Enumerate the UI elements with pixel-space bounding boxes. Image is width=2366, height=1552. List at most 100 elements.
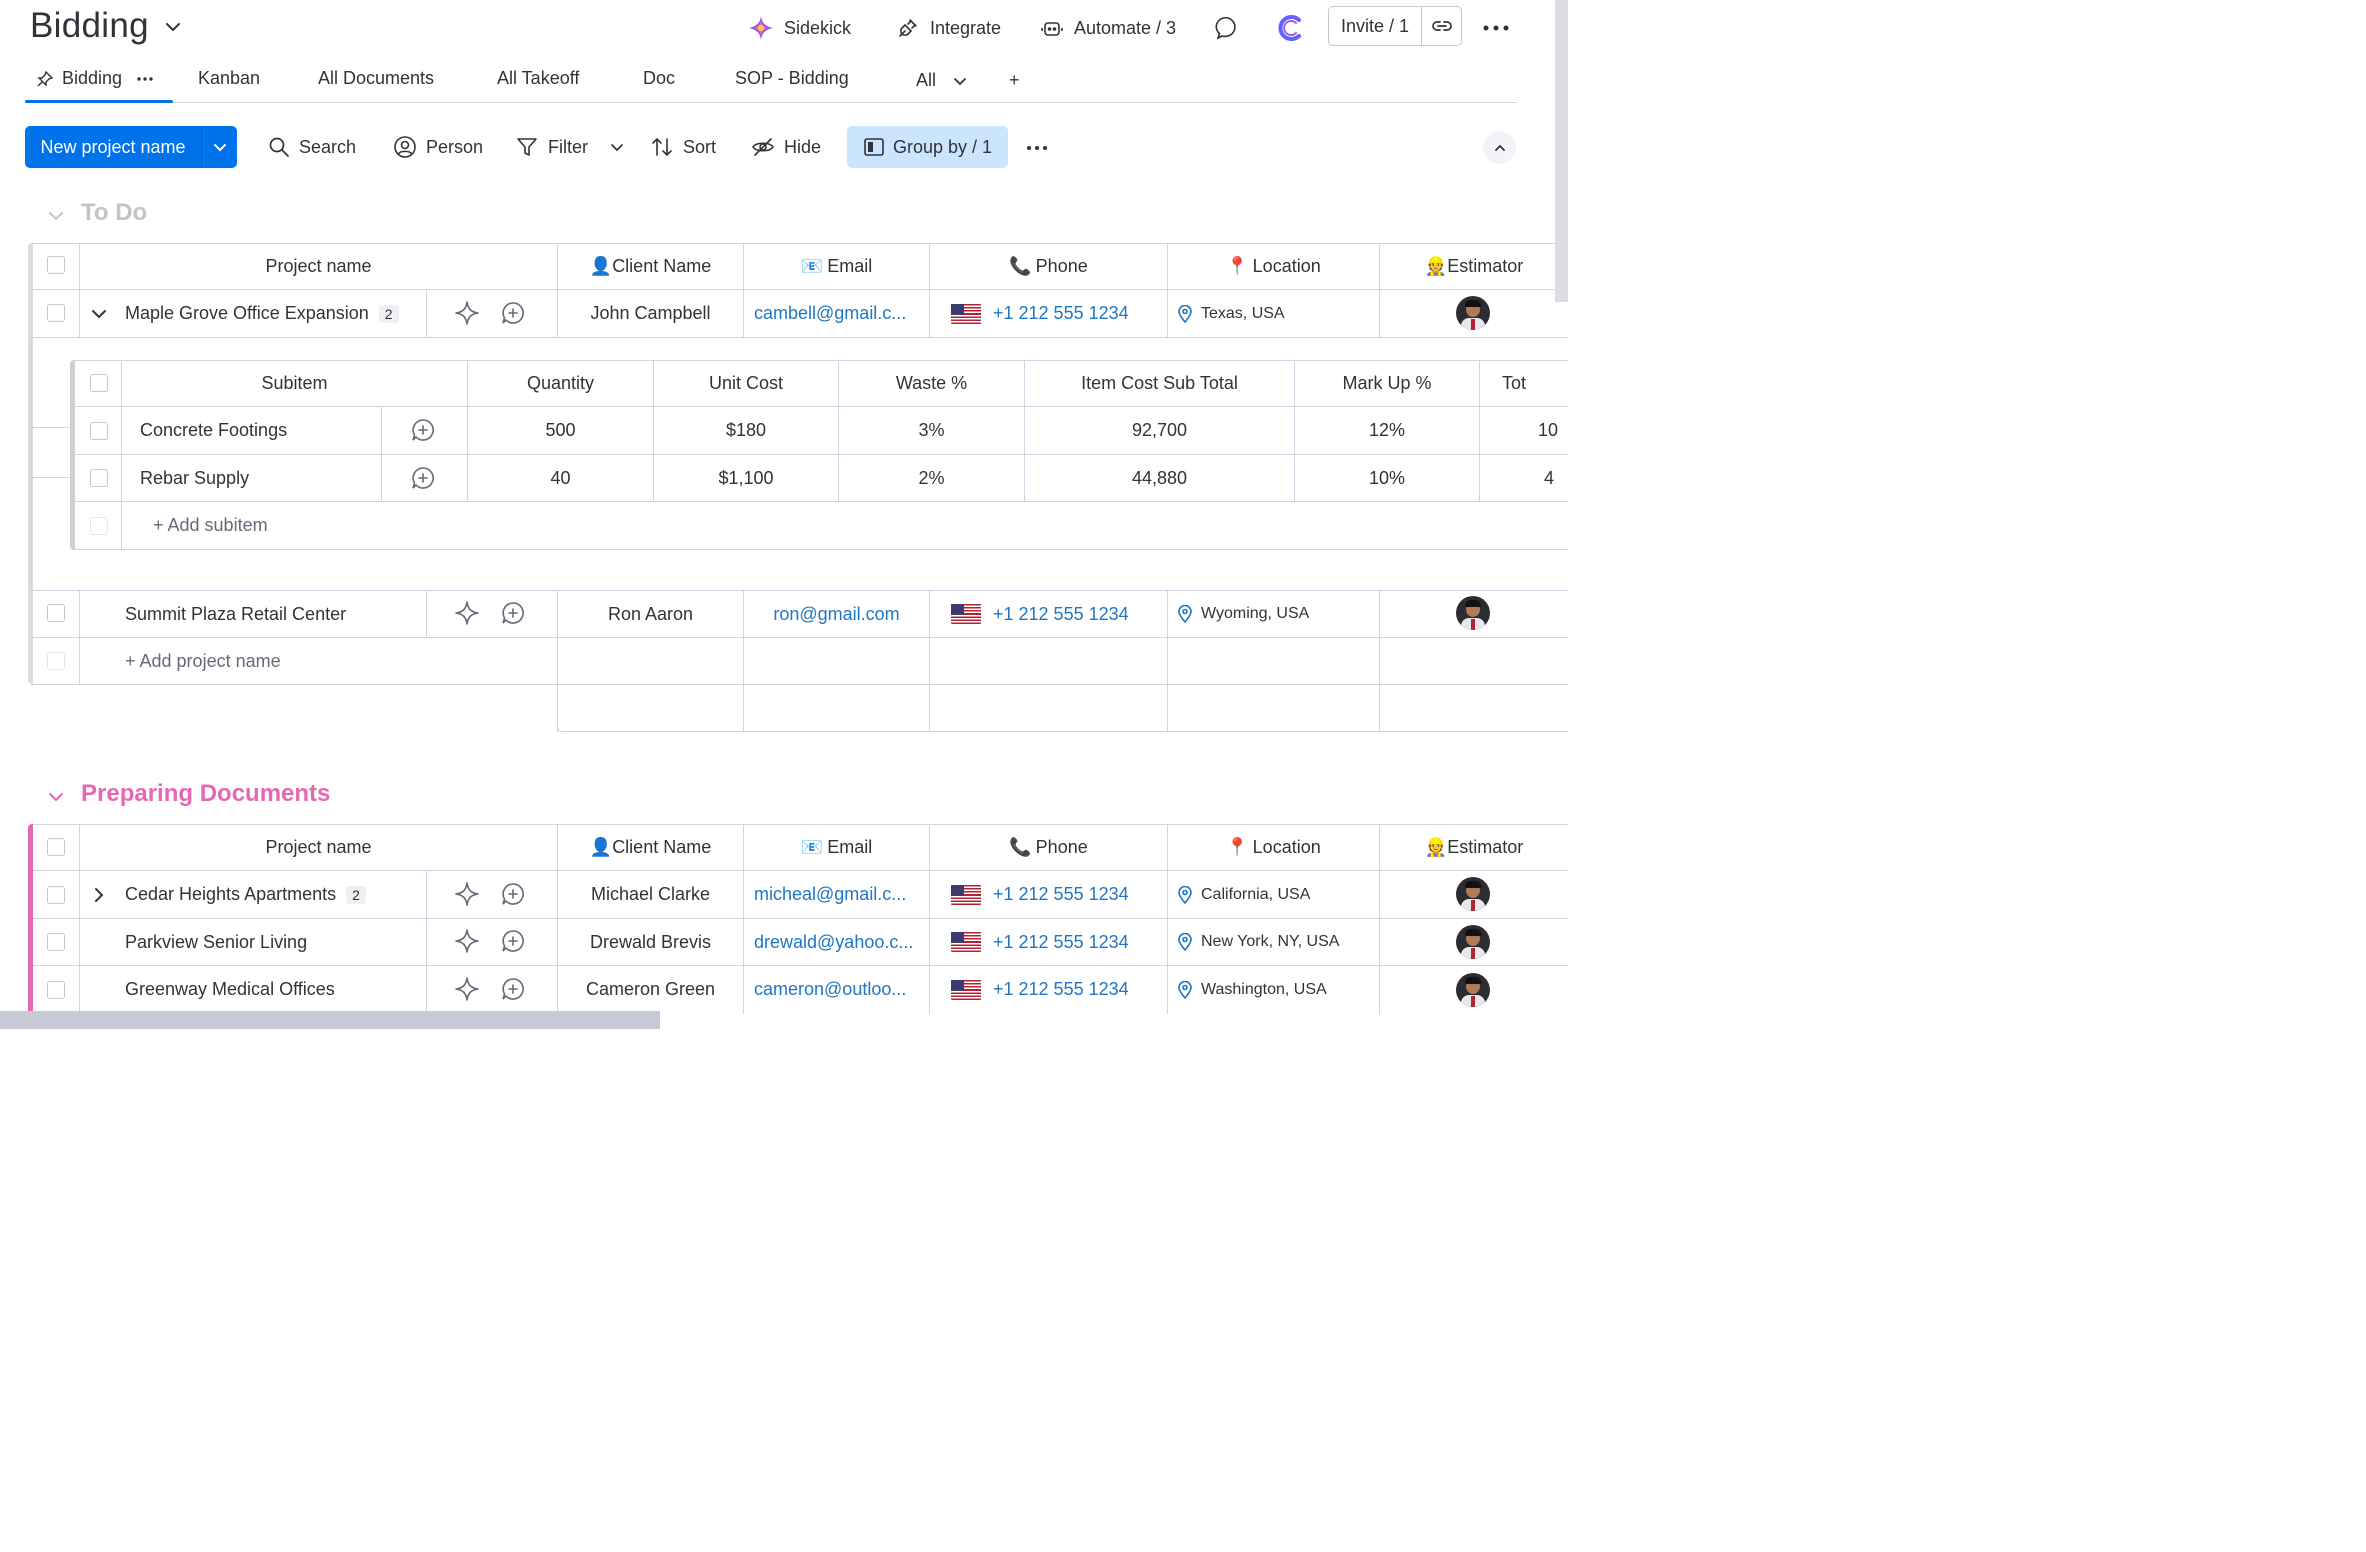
phone-link[interactable]: +1 212 555 1234 xyxy=(993,303,1129,323)
add-update-icon[interactable] xyxy=(500,976,526,1002)
markup-cell[interactable]: 12% xyxy=(1368,420,1406,440)
group-by-button[interactable]: Group by / 1 xyxy=(847,126,1008,168)
filter-button[interactable]: Filter xyxy=(515,134,625,160)
horizontal-scrollbar[interactable] xyxy=(0,1011,660,1029)
email-link[interactable]: ron@gmail.com xyxy=(773,603,900,624)
subitem-name[interactable]: Concrete Footings xyxy=(140,420,288,440)
board-title[interactable]: Bidding xyxy=(30,6,149,45)
row-checkbox[interactable] xyxy=(47,933,65,951)
expand-subitems-icon[interactable] xyxy=(89,885,109,905)
waste-column-header[interactable]: Waste % xyxy=(895,372,968,393)
copy-link-icon[interactable] xyxy=(1422,14,1461,38)
column-header-estimator[interactable]: 👷 Estimator xyxy=(1380,824,1568,870)
project-name-cell[interactable]: Maple Grove Office Expansion 2 xyxy=(125,290,425,337)
subitem-checkbox[interactable] xyxy=(90,469,108,487)
chevron-down-icon[interactable] xyxy=(162,16,184,38)
column-header-email[interactable]: 📧 Email xyxy=(744,824,929,870)
total-cell[interactable]: 4 xyxy=(1544,467,1555,488)
column-header-location[interactable]: 📍 Location xyxy=(1168,824,1379,870)
column-header-client[interactable]: 👤 Client Name xyxy=(558,824,743,870)
group-collapse-icon[interactable] xyxy=(46,787,66,807)
column-header-email[interactable]: 📧 Email xyxy=(744,243,929,289)
tab-doc[interactable]: Doc xyxy=(643,68,675,89)
subitem-checkbox[interactable] xyxy=(90,422,108,440)
client-cell[interactable]: Drewald Brevis xyxy=(589,931,712,952)
column-header-phone[interactable]: 📞 Phone xyxy=(930,824,1167,870)
chevron-down-icon[interactable] xyxy=(202,139,237,155)
tab-all-dropdown[interactable]: All xyxy=(916,70,968,91)
quantity-column-header[interactable]: Quantity xyxy=(526,372,595,393)
unit-cost-cell[interactable]: $1,100 xyxy=(718,467,774,488)
location-cell[interactable]: Washington, USA xyxy=(1177,966,1377,1013)
new-item-button[interactable]: New project name xyxy=(25,126,237,168)
add-update-icon[interactable] xyxy=(500,881,526,907)
client-cell[interactable]: Cameron Green xyxy=(585,979,716,999)
item-cost-subtotal-column-header[interactable]: Item Cost Sub Total xyxy=(1081,372,1238,393)
expand-subitems-icon[interactable] xyxy=(89,304,109,324)
markup-cell[interactable]: 10% xyxy=(1368,467,1406,488)
phone-cell[interactable]: +1 212 555 1234 xyxy=(951,290,1165,337)
updates-icon[interactable] xyxy=(1215,15,1241,41)
client-cell[interactable]: John Campbell xyxy=(590,303,711,323)
tab-sop-bidding[interactable]: SOP - Bidding xyxy=(735,68,849,89)
email-link[interactable]: cameron@outloo... xyxy=(754,979,907,999)
phone-link[interactable]: +1 212 555 1234 xyxy=(993,979,1129,999)
row-checkbox[interactable] xyxy=(47,886,65,904)
tab-bidding[interactable]: Bidding xyxy=(36,68,154,89)
ai-sparkle-icon[interactable] xyxy=(454,881,480,907)
waste-cell[interactable]: 2% xyxy=(918,467,945,488)
column-header-phone[interactable]: 📞 Phone xyxy=(930,243,1167,289)
vertical-scrollbar[interactable] xyxy=(1555,0,1568,302)
ai-sparkle-icon[interactable] xyxy=(454,928,480,954)
email-cell[interactable]: cambell@gmail.c... xyxy=(754,290,926,337)
email-cell[interactable]: ron@gmail.com xyxy=(744,591,929,637)
tab-all-documents[interactable]: All Documents xyxy=(318,68,434,89)
item-cost-subtotal-cell[interactable]: 44,880 xyxy=(1131,467,1188,488)
project-name-cell[interactable]: Summit Plaza Retail Center xyxy=(125,591,425,637)
chevron-down-icon[interactable] xyxy=(609,139,625,155)
markup-column-header[interactable]: Mark Up % xyxy=(1342,372,1432,393)
estimator-avatar[interactable] xyxy=(1456,925,1490,959)
search-button[interactable]: Search xyxy=(268,134,356,160)
phone-link[interactable]: +1 212 555 1234 xyxy=(993,603,1129,624)
email-link[interactable]: drewald@yahoo.c... xyxy=(754,931,914,952)
group-collapse-icon[interactable] xyxy=(46,206,66,226)
estimator-avatar[interactable] xyxy=(1456,596,1490,630)
collapse-header-button[interactable] xyxy=(1483,131,1516,164)
unit-cost-cell[interactable]: $180 xyxy=(725,420,767,440)
toolbar-more-icon[interactable] xyxy=(1025,144,1049,152)
location-cell[interactable]: New York, NY, USA xyxy=(1177,919,1377,965)
waste-cell[interactable]: 3% xyxy=(918,420,945,440)
email-cell[interactable]: micheal@gmail.c... xyxy=(754,871,926,918)
invite-button[interactable]: Invite / 1 xyxy=(1329,7,1422,45)
estimator-avatar[interactable] xyxy=(1456,296,1490,330)
automate-button[interactable]: Automate / 3 xyxy=(1040,14,1176,42)
add-update-icon[interactable] xyxy=(500,300,526,326)
item-cost-subtotal-cell[interactable]: 92,700 xyxy=(1131,420,1188,440)
row-checkbox[interactable] xyxy=(47,604,65,622)
sidekick-button[interactable]: Sidekick xyxy=(748,14,851,42)
project-name-cell[interactable]: Parkview Senior Living xyxy=(125,919,425,965)
person-filter-button[interactable]: Person xyxy=(393,134,483,160)
ai-c-icon[interactable] xyxy=(1274,12,1306,44)
client-cell[interactable]: Michael Clarke xyxy=(590,884,711,904)
subitems-count-badge[interactable]: 2 xyxy=(378,304,399,323)
more-menu-icon[interactable] xyxy=(1482,18,1510,38)
add-update-icon[interactable] xyxy=(410,465,436,491)
add-update-icon[interactable] xyxy=(500,928,526,954)
subitem-name[interactable]: Rebar Supply xyxy=(140,467,250,488)
client-cell[interactable]: Ron Aaron xyxy=(607,603,694,624)
hide-button[interactable]: Hide xyxy=(751,134,821,160)
location-cell[interactable]: California, USA xyxy=(1177,871,1377,918)
subitems-select-all-checkbox[interactable] xyxy=(90,374,108,392)
sort-button[interactable]: Sort xyxy=(650,134,716,160)
column-header-location[interactable]: 📍 Location xyxy=(1168,243,1379,289)
add-update-icon[interactable] xyxy=(500,600,526,626)
subitem-column-header[interactable]: Subitem xyxy=(261,372,328,393)
column-header-client[interactable]: 👤 Client Name xyxy=(558,243,743,289)
add-view-button[interactable]: + xyxy=(1009,70,1020,91)
phone-cell[interactable]: +1 212 555 1234 xyxy=(951,871,1165,918)
total-cell[interactable]: 10 xyxy=(1538,420,1559,440)
project-name-cell[interactable]: Cedar Heights Apartments 2 xyxy=(125,871,425,918)
row-checkbox[interactable] xyxy=(47,304,65,322)
